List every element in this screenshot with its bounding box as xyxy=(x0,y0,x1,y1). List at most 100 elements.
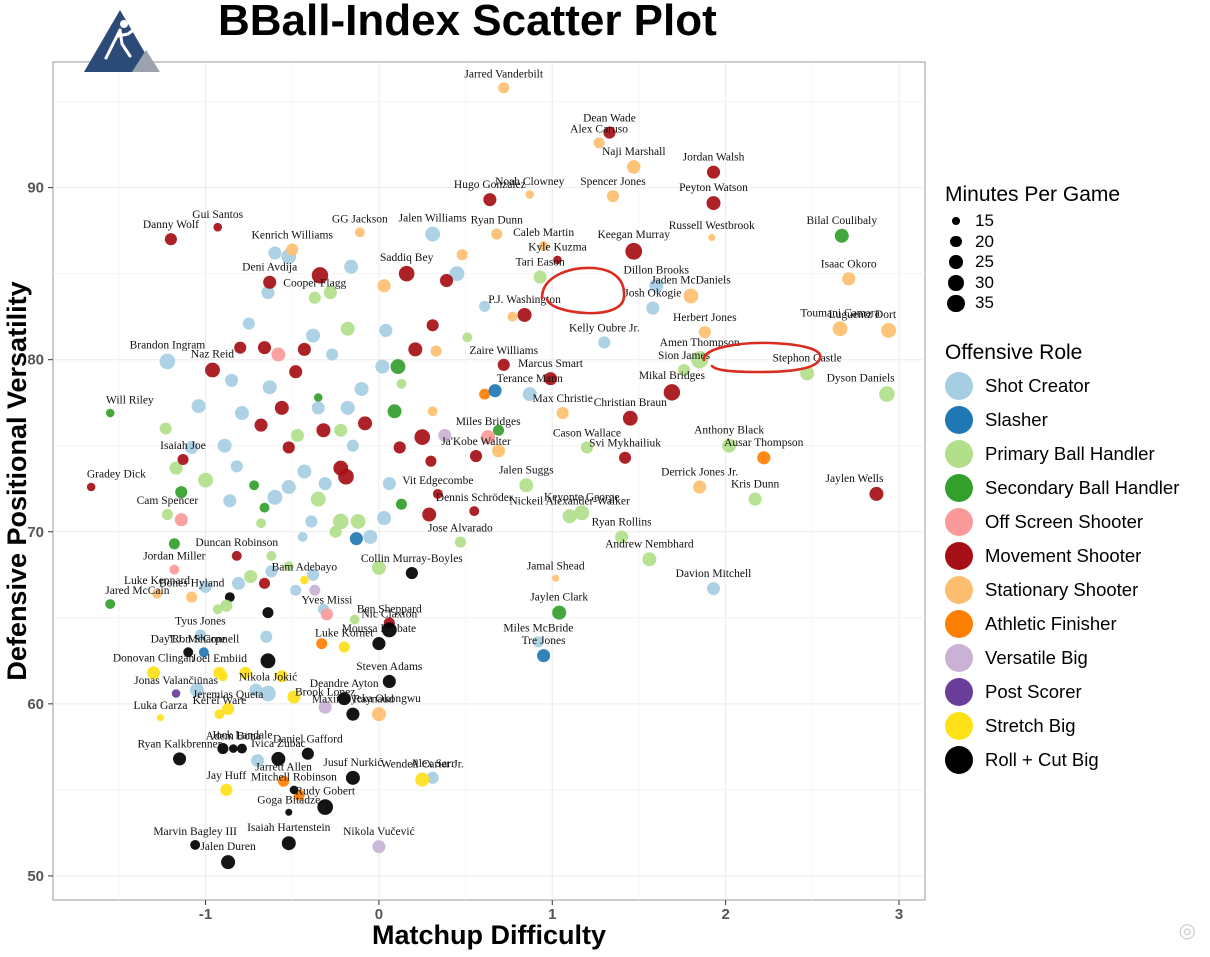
role-legend-swatch xyxy=(945,406,973,434)
data-point xyxy=(244,569,258,584)
data-point xyxy=(220,599,233,612)
point-label: Miles McBride xyxy=(503,622,573,634)
data-point xyxy=(834,228,849,243)
size-legend-label: 20 xyxy=(975,231,994,251)
point-label: Brook Lopez xyxy=(295,687,355,699)
data-point xyxy=(507,311,518,322)
data-point xyxy=(198,472,213,488)
size-legend-dot xyxy=(945,294,967,312)
data-point xyxy=(258,577,271,589)
data-point xyxy=(593,137,605,149)
point-label: Jeremias Queta xyxy=(193,689,264,701)
data-point xyxy=(379,323,393,337)
data-point xyxy=(372,840,386,854)
data-point xyxy=(469,506,480,517)
data-point xyxy=(358,416,373,431)
y-axis-ticks: 50 60 70 80 90 xyxy=(27,180,53,885)
x-tick-label: 2 xyxy=(721,906,729,923)
data-point xyxy=(267,489,283,505)
point-label: Ben Sheppard xyxy=(357,603,422,615)
point-label: Anthony Black xyxy=(694,425,764,437)
data-point xyxy=(171,689,181,698)
data-point xyxy=(285,808,293,816)
point-label: Gui Santos xyxy=(192,209,243,221)
size-legend-label: 15 xyxy=(975,211,994,231)
red-annotation-circles xyxy=(540,266,822,374)
point-label: Yves Missi xyxy=(301,594,352,606)
data-point xyxy=(318,477,332,491)
data-point xyxy=(879,386,895,402)
point-label: Noah Clowney xyxy=(495,176,565,188)
y-tick-label: 70 xyxy=(27,524,44,541)
y-axis-title: Defensive Positional Versatility xyxy=(2,281,32,680)
data-point xyxy=(230,460,243,473)
data-point xyxy=(387,404,402,419)
point-label: Jaylen Clark xyxy=(530,592,588,604)
size-legend-dot xyxy=(945,217,967,226)
data-point xyxy=(199,580,212,593)
data-point xyxy=(189,683,204,698)
x-axis-ticks: -1 0 1 2 3 xyxy=(199,900,903,923)
data-point xyxy=(263,275,277,289)
data-point xyxy=(363,529,378,544)
size-legend-item: 35 xyxy=(945,293,1120,314)
point-label: Bilal Coulibaly xyxy=(806,215,877,227)
point-label: Amen Thompson xyxy=(660,337,740,349)
point-label: Will Riley xyxy=(106,395,154,407)
role-legend-swatch xyxy=(945,746,973,774)
data-point xyxy=(346,707,360,721)
role-legend-swatch xyxy=(945,440,973,468)
data-point xyxy=(290,428,304,442)
data-point xyxy=(174,513,188,527)
role-legend-item: Secondary Ball Handler xyxy=(945,471,1179,505)
role-legend-swatch xyxy=(945,610,973,638)
role-legend-label: Versatile Big xyxy=(985,647,1088,668)
data-point xyxy=(159,353,176,370)
data-point xyxy=(393,441,406,454)
point-label: Jamal Shead xyxy=(527,561,585,573)
data-point xyxy=(222,702,235,716)
data-point xyxy=(552,574,560,582)
data-point xyxy=(677,363,691,377)
data-point xyxy=(390,359,406,374)
point-label: Ryan Dunn xyxy=(471,215,523,227)
data-point xyxy=(454,536,466,548)
point-label: Steven Adams xyxy=(356,661,423,673)
data-point xyxy=(317,799,334,815)
role-legend-label: Post Scorer xyxy=(985,681,1082,702)
point-label: Daniel Gafford xyxy=(273,734,343,746)
role-legend-item: Stationary Shooter xyxy=(945,573,1179,607)
point-label: Caleb Martin xyxy=(513,227,574,239)
point-label: Terance Mann xyxy=(497,373,563,385)
data-point xyxy=(663,384,681,401)
role-legend-item: Movement Shooter xyxy=(945,539,1179,573)
point-label: Saddiq Bey xyxy=(380,252,434,264)
data-point xyxy=(800,366,815,381)
data-point xyxy=(159,422,172,435)
data-point xyxy=(722,438,737,453)
data-point xyxy=(456,249,468,261)
data-point xyxy=(266,550,277,561)
role-legend-item: Off Screen Shooter xyxy=(945,505,1179,539)
point-label: Cam Spencer xyxy=(137,495,199,507)
data-point xyxy=(338,468,354,485)
point-label: Onyeka Okongwu xyxy=(337,693,421,705)
data-point xyxy=(231,550,242,561)
point-label: Wendell Carter Jr. xyxy=(381,759,464,771)
data-point xyxy=(396,378,407,389)
data-point xyxy=(349,614,360,625)
data-point xyxy=(297,464,312,479)
point-label: Russell Westbrook xyxy=(669,220,755,232)
point-label: Stephon Castle xyxy=(772,352,841,364)
data-point xyxy=(260,630,273,643)
data-point xyxy=(265,565,278,578)
data-point xyxy=(316,638,328,650)
data-point xyxy=(425,226,441,242)
role-legend-swatch xyxy=(945,712,973,740)
point-label: Isaac Okoro xyxy=(821,258,877,270)
point-label: Jonas Valančiūnas xyxy=(134,675,218,687)
role-legend-label: Roll + Cut Big xyxy=(985,749,1099,770)
point-label: Jalen Duren xyxy=(200,841,255,853)
data-point xyxy=(426,771,439,784)
